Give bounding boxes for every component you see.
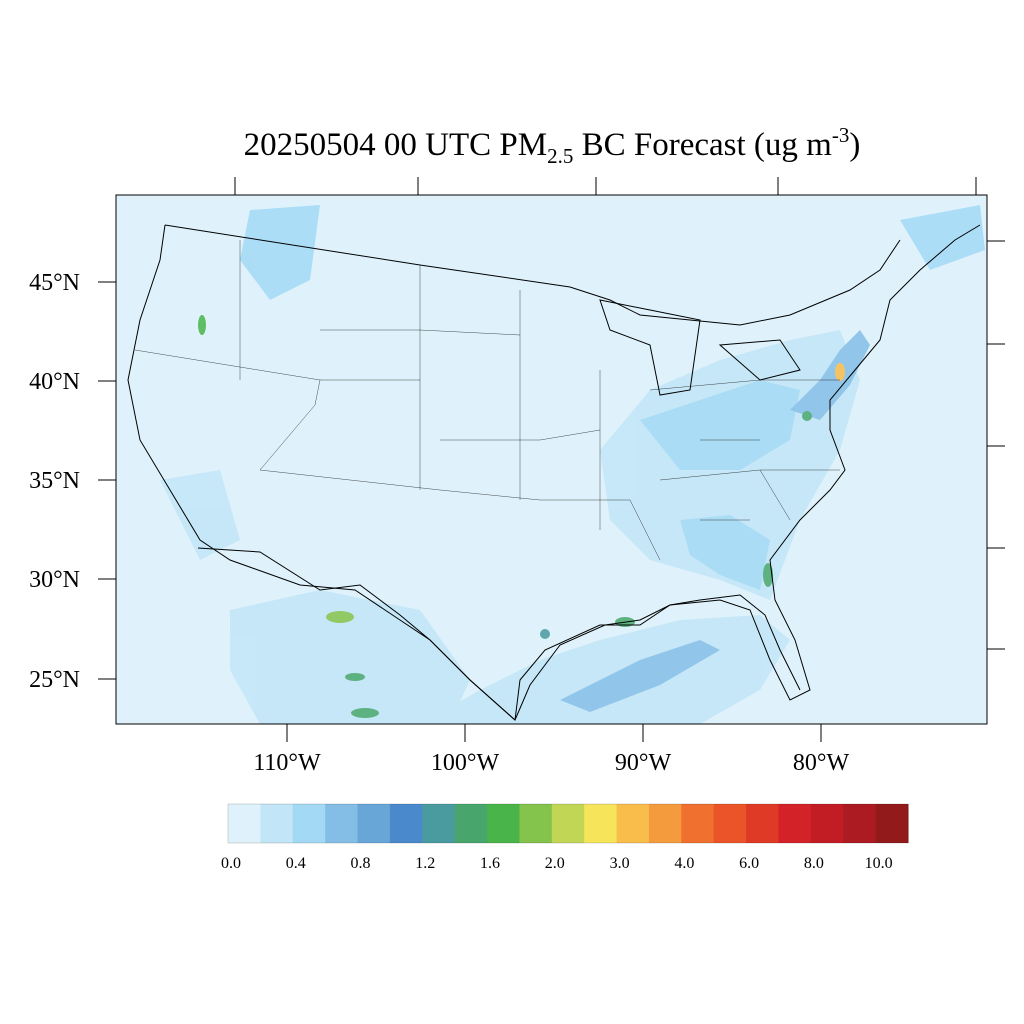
colorbar-swatch [713,804,747,843]
colorbar-swatch [487,804,520,843]
title-suffix: ) [849,127,860,163]
colorbar-swatch [454,804,488,843]
colorbar-swatch [389,804,423,843]
title-middle: BC Forecast (ug m [573,127,832,163]
colorbar-swatch [778,804,812,843]
us-outline [127,224,981,721]
lon-label: 110°W [253,750,321,776]
lat-label: 35°N [29,468,80,494]
colorbar-label: 4.0 [674,855,694,872]
title-superscript: -3 [832,123,850,147]
colorbar-label: 0.8 [351,855,371,872]
lat-label: 30°N [29,567,80,593]
hotspot-georgia-coast [763,563,773,587]
hotspot-mexico-north [326,611,354,623]
hotspot-dc [802,411,812,421]
colorbar-swatch [616,804,650,843]
field-northeast-corridor [790,330,870,420]
colorbar-label: 2.0 [545,855,565,872]
field-california [160,470,240,560]
colorbar-swatch [519,804,553,843]
lat-label: 25°N [29,667,80,693]
colorbar-swatch [810,804,844,843]
latitude-labels: 45°N 40°N 35°N 30°N 25°N [29,270,80,693]
field-ohio-valley [640,380,800,470]
map-frame [115,194,988,725]
axis-ticks [98,177,1005,742]
colorbar-swatch [422,804,456,843]
colorbar-label: 3.0 [610,855,630,872]
hotspot-mexico-south [351,708,379,718]
canada-border [164,224,901,326]
colorbar-swatch [746,804,779,843]
colorbar-swatch [260,804,294,843]
colorbar-swatch [551,804,585,843]
field-northwest [240,205,320,300]
lat-label: 40°N [29,369,80,395]
title-prefix: 20250504 00 UTC PM [244,127,547,163]
field-gulf-band [560,640,720,712]
longitude-labels: 110°W 100°W 90°W 80°W [253,750,849,776]
field-southeast [680,515,770,590]
hotspot-mexico-central [345,673,365,681]
colorbar-swatch [843,804,877,843]
boundaries [127,224,981,721]
colorbar-label: 1.6 [480,855,500,872]
title-subscript: 2.5 [547,144,573,168]
colorbar-label: 1.2 [415,855,435,872]
colorbar-swatch [648,804,682,843]
colorbar-swatch [325,804,359,843]
hotspot-nyc [835,363,845,381]
colorbar [228,804,909,843]
lat-label: 45°N [29,270,80,296]
state-lines [134,240,840,561]
lon-label: 90°W [615,750,672,776]
state-line-grid [134,240,840,561]
great-lakes [599,299,801,396]
colorbar-label: 0.0 [221,855,241,872]
lon-label: 80°W [793,750,850,776]
colorbar-swatch [681,804,715,843]
plot-title: 20250504 00 UTC PM2.5 BC Forecast (ug m-… [244,123,861,168]
colorbar-swatch [875,804,909,843]
concentration-field [160,205,985,724]
hotspot-houston [540,629,550,639]
map-panel [116,195,987,724]
colorbar-swatch [584,804,618,843]
hotspot-oregon [198,315,206,335]
colorbar-labels: 0.0 0.4 0.8 1.2 1.6 2.0 3.0 4.0 6.0 8.0 10.0 [221,855,893,872]
colorbar-swatch [357,804,391,843]
lon-label: 100°W [431,750,500,776]
colorbar-label: 0.4 [286,855,306,872]
colorbar-frame [227,803,909,844]
colorbar-swatch [292,804,326,843]
mexico-border [197,547,516,721]
colorbar-label: 6.0 [739,855,759,872]
gulf-coast [514,594,801,721]
colorbar-label: 10.0 [865,855,893,872]
colorbar-swatch [228,804,261,843]
colorbar-label: 8.0 [804,855,824,872]
field-quebec [900,205,985,270]
